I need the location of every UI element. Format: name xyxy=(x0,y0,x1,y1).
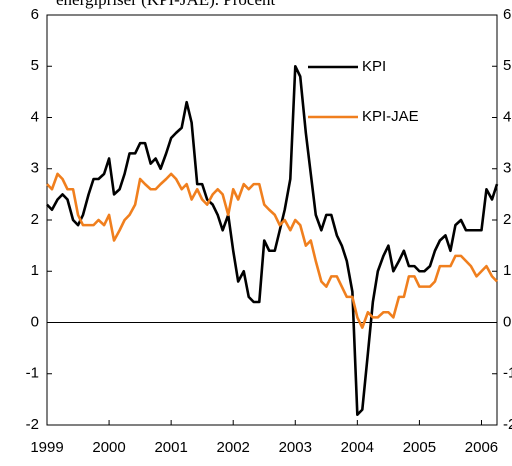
x-tick-label: 2006 xyxy=(465,439,498,456)
line-series xyxy=(46,172,498,329)
y2-tick-label: 6 xyxy=(503,6,511,23)
y-tick-label: 6 xyxy=(31,6,39,23)
line-series xyxy=(46,64,499,417)
x-tick-label: 1999 xyxy=(30,439,63,456)
y-tick-label: 2 xyxy=(31,211,39,228)
y-tick-label: 0 xyxy=(31,313,39,330)
y2-tick-label: 5 xyxy=(503,57,511,74)
x-tick-label: 2002 xyxy=(217,439,250,456)
y2-tick-label: 1 xyxy=(503,262,511,279)
y2-tick-label: 0 xyxy=(503,313,511,330)
legend-label: KPI-JAE xyxy=(362,108,419,125)
y-tick-label: 3 xyxy=(31,160,39,177)
plot-frame xyxy=(46,14,498,426)
y2-tick-label: 4 xyxy=(503,108,511,125)
x-tick-label: 2000 xyxy=(92,439,125,456)
y-tick-label: -2 xyxy=(26,416,39,433)
y2-tick-label: 2 xyxy=(503,211,511,228)
chart-title: energipriser (KPI-JAE). Procent xyxy=(56,0,275,9)
y2-tick-label: -1 xyxy=(503,365,512,382)
y-tick-label: 4 xyxy=(31,108,39,125)
y-tick-label: -1 xyxy=(26,365,39,382)
x-tick-label: 2004 xyxy=(341,439,374,456)
y-tick-label: 1 xyxy=(31,262,39,279)
x-tick-label: 2001 xyxy=(154,439,187,456)
y-tick-label: 5 xyxy=(31,57,39,74)
y2-tick-label: -2 xyxy=(503,416,512,433)
x-tick-label: 2005 xyxy=(403,439,436,456)
x-tick-label: 2003 xyxy=(279,439,312,456)
y2-tick-label: 3 xyxy=(503,160,511,177)
legend-label: KPI xyxy=(362,58,386,75)
